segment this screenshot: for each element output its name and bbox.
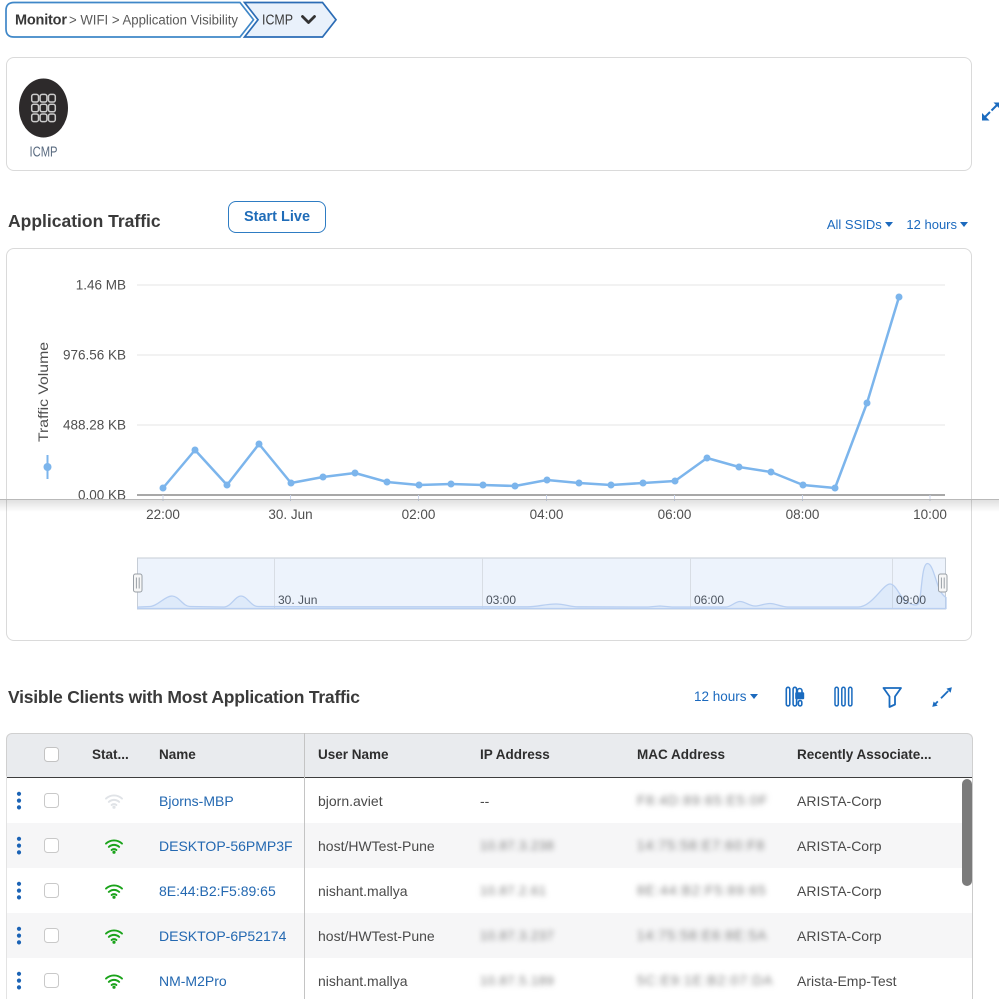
svg-text:03:00: 03:00 <box>486 593 516 607</box>
svg-text:976.56 KB: 976.56 KB <box>63 348 126 363</box>
svg-text:10:00: 10:00 <box>913 507 947 522</box>
svg-text:30. Jun: 30. Jun <box>278 593 317 607</box>
svg-text:1.46 MB: 1.46 MB <box>76 278 126 293</box>
svg-text:Traffic Volume: Traffic Volume <box>36 342 51 442</box>
svg-text:488.28 KB: 488.28 KB <box>63 418 126 433</box>
svg-text:Monitor: Monitor <box>15 13 67 29</box>
svg-text:ICMP: ICMP <box>30 145 58 161</box>
svg-text:02:00: 02:00 <box>402 507 436 522</box>
svg-text:30. Jun: 30. Jun <box>268 507 312 522</box>
svg-text:0.00 KB: 0.00 KB <box>78 488 126 503</box>
svg-text:ICMP: ICMP <box>262 12 293 29</box>
svg-text:09:00: 09:00 <box>896 593 926 607</box>
svg-text:08:00: 08:00 <box>786 507 820 522</box>
svg-text:04:00: 04:00 <box>530 507 564 522</box>
svg-text:> WIFI > Application Visibilit: > WIFI > Application Visibility <box>69 13 238 28</box>
svg-text:06:00: 06:00 <box>694 593 724 607</box>
svg-text:06:00: 06:00 <box>658 507 692 522</box>
svg-text:22:00: 22:00 <box>146 507 180 522</box>
